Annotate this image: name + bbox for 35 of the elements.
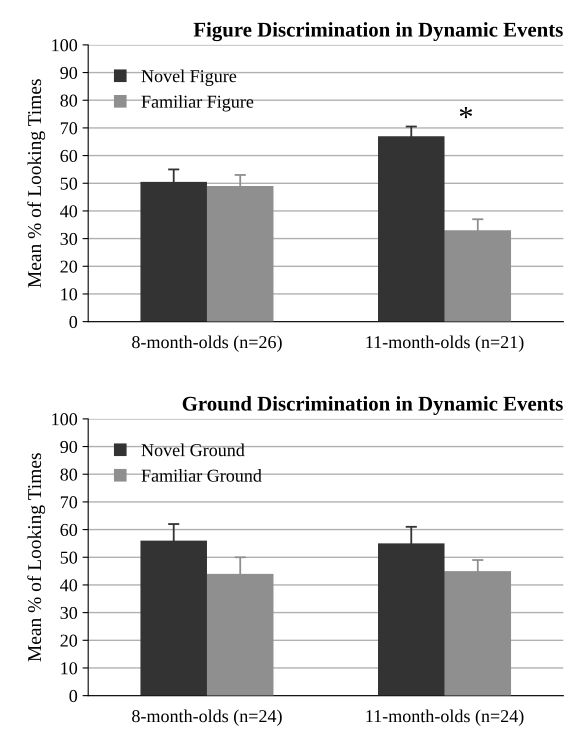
legend-label: Familiar Figure (142, 95, 254, 112)
y-tick-label: 0 (69, 690, 78, 702)
y-tick-label: 70 (60, 496, 78, 508)
y-tick-label: 80 (60, 468, 78, 481)
y-tick-label: 10 (61, 288, 78, 300)
x-tick-label: 11-month-olds (n=24) (366, 710, 524, 726)
x-tick-label: 8-month-olds (n=26) (132, 336, 282, 352)
y-tick-label: 100 (52, 413, 78, 426)
chart-title: Ground Discrimination in Dynamic Events (182, 396, 563, 416)
y-tick-label: 100 (52, 39, 78, 52)
legend-label: Familiar Ground (142, 469, 262, 482)
x-tick-label: 8-month-olds (n=24) (132, 710, 282, 726)
y-tick-label: 60 (60, 150, 78, 162)
chart-title: Figure Discrimination in Dynamic Events (194, 22, 563, 42)
y-tick-label: 0 (69, 316, 78, 328)
y-tick-label: 20 (60, 260, 78, 273)
y-tick-label: 70 (60, 122, 78, 134)
y-tick-label: 80 (60, 94, 78, 107)
y-tick-label: 30 (60, 606, 78, 620)
y-axis-title: Mean % of Looking Times (27, 79, 46, 288)
y-tick-label: 50 (60, 552, 78, 564)
x-tick-label: 11-month-olds (n=21) (366, 336, 524, 352)
y-tick-label: 50 (60, 178, 78, 190)
y-tick-label: 10 (61, 662, 78, 674)
y-tick-label: 60 (60, 524, 78, 536)
y-tick-label: 40 (60, 205, 78, 218)
y-tick-label: 90 (60, 66, 78, 79)
y-tick-label: 20 (60, 634, 78, 647)
y-tick-label: 40 (60, 579, 78, 592)
y-axis-title: Mean % of Looking Times (27, 453, 46, 662)
legend-label: Novel Ground (142, 444, 245, 456)
annotation: * (460, 106, 472, 118)
y-tick-label: 30 (60, 232, 78, 246)
y-tick-label: 90 (60, 440, 78, 453)
legend-label: Novel Figure (142, 70, 236, 86)
